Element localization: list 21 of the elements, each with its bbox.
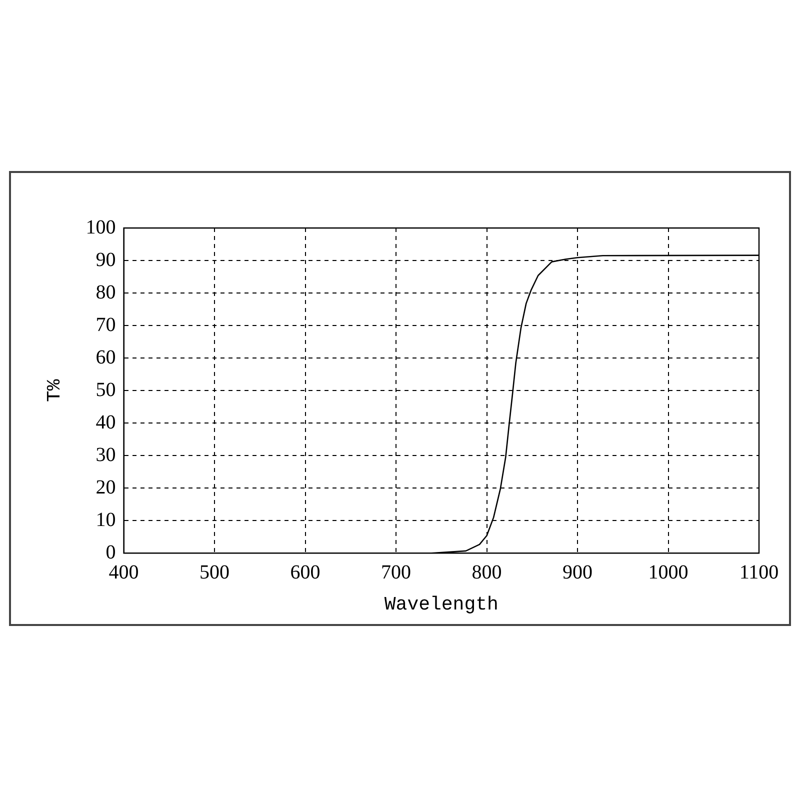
x-tick-label: 700 [381,561,412,584]
y-tick-label: 30 [96,444,116,466]
y-tick-label: 10 [96,508,116,531]
y-axis-title: T% [43,378,66,402]
y-tick-label: 100 [86,216,116,238]
y-tick-label: 90 [96,248,116,271]
y-tick-label: 40 [96,411,116,434]
x-tick-label: 1000 [648,561,688,584]
y-tick-label: 50 [96,378,116,401]
y-tick-label: 70 [96,314,116,336]
y-tick-label: 20 [96,476,116,498]
x-tick-label: 600 [290,561,320,584]
x-tick-label: 900 [562,561,593,584]
x-tick-label: 1100 [739,561,779,584]
x-tick-label: 500 [200,561,230,584]
x-tick-label: 400 [108,561,139,584]
x-axis-title: Wavelength [384,594,498,616]
x-tick-label: 800 [472,561,502,584]
y-tick-label: 60 [96,346,116,368]
y-tick-label: 0 [106,541,116,564]
y-tick-label: 80 [96,281,116,304]
